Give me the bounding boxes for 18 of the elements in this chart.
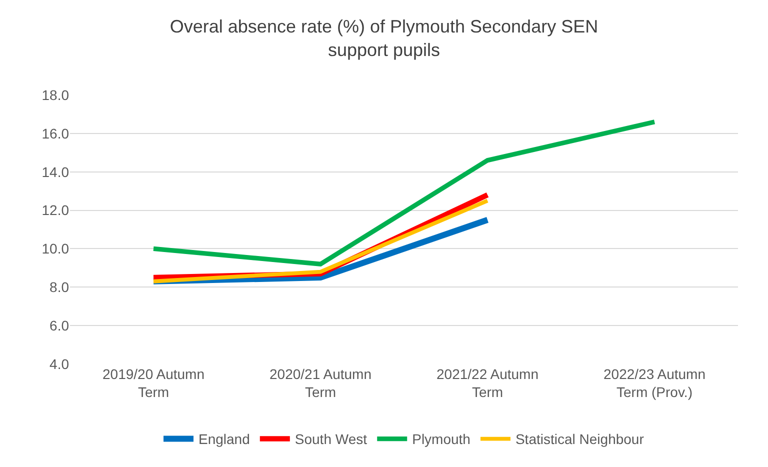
legend-label: Statistical Neighbour [515,431,644,448]
y-tick-label: 18.0 [42,86,70,103]
chart-title: Overal absence rate (%) of Plymouth Secondary SEN support pupils [170,16,598,60]
line-series [151,120,657,266]
x-tick-label: 2019/20 Autumn Term [102,366,204,400]
y-tick-label: 10.0 [42,240,70,257]
legend-label: England [198,431,250,448]
x-tick-label: 2022/23 Autumn Term (Prov.) [604,366,706,400]
legend-label: Plymouth [412,431,470,448]
x-tick-label: 2020/21 Autumn Term [270,366,372,400]
legend-label: South West [294,431,368,448]
y-tick-label: 16.0 [42,125,70,142]
y-tick-label: 6.0 [50,317,70,334]
y-tick-label: 12.0 [42,202,70,218]
y-tick-label: 4.0 [50,356,70,372]
x-tick-label: 2021/22 Autumn Term [436,366,538,400]
y-tick-label: 8.0 [50,279,70,296]
y-tick-label: 14.0 [42,164,70,180]
